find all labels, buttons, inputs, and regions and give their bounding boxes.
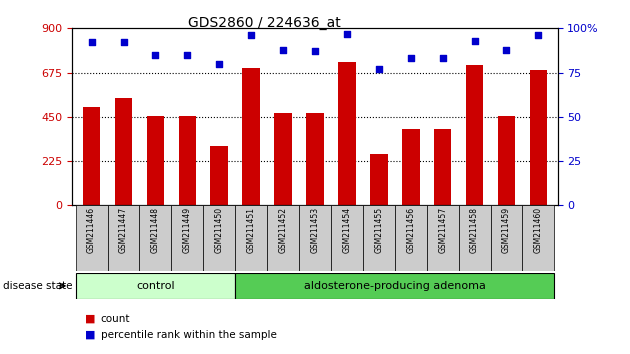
- Bar: [402, 129, 420, 205]
- Text: GSM211448: GSM211448: [151, 207, 160, 253]
- Text: GSM211451: GSM211451: [247, 207, 256, 253]
- Point: [438, 56, 448, 61]
- Bar: [299, 205, 331, 271]
- Point: [501, 47, 512, 52]
- Text: ■: ■: [85, 330, 96, 339]
- Point: [406, 56, 416, 61]
- Text: GDS2860 / 224636_at: GDS2860 / 224636_at: [188, 16, 341, 30]
- Point: [182, 52, 192, 58]
- Bar: [274, 113, 292, 205]
- Text: count: count: [101, 314, 130, 324]
- Bar: [76, 205, 108, 271]
- Bar: [338, 62, 356, 205]
- Bar: [530, 70, 547, 205]
- Bar: [178, 116, 196, 205]
- Bar: [115, 98, 132, 205]
- Text: control: control: [136, 281, 175, 291]
- Bar: [203, 205, 235, 271]
- Text: percentile rank within the sample: percentile rank within the sample: [101, 330, 277, 339]
- Bar: [108, 205, 139, 271]
- Text: aldosterone-producing adenoma: aldosterone-producing adenoma: [304, 281, 486, 291]
- Bar: [306, 113, 324, 205]
- Bar: [139, 205, 171, 271]
- Point: [86, 40, 96, 45]
- Point: [469, 38, 479, 44]
- Bar: [395, 205, 427, 271]
- Text: disease state: disease state: [3, 281, 72, 291]
- Point: [246, 33, 256, 38]
- Bar: [434, 129, 452, 205]
- Point: [342, 31, 352, 36]
- Bar: [370, 154, 387, 205]
- Bar: [466, 65, 483, 205]
- Bar: [331, 205, 363, 271]
- Bar: [243, 68, 260, 205]
- Text: GSM211459: GSM211459: [502, 207, 511, 253]
- Bar: [459, 205, 491, 271]
- Point: [118, 40, 129, 45]
- Text: GSM211454: GSM211454: [343, 207, 352, 253]
- Bar: [147, 116, 164, 205]
- Text: ■: ■: [85, 314, 96, 324]
- Bar: [171, 205, 203, 271]
- Point: [151, 52, 161, 58]
- Text: GSM211450: GSM211450: [215, 207, 224, 253]
- Point: [374, 66, 384, 72]
- Bar: [76, 273, 235, 299]
- Bar: [522, 205, 554, 271]
- Bar: [83, 107, 100, 205]
- Bar: [491, 205, 522, 271]
- Bar: [498, 116, 515, 205]
- Text: GSM211446: GSM211446: [87, 207, 96, 253]
- Point: [534, 33, 544, 38]
- Text: GSM211456: GSM211456: [406, 207, 415, 253]
- Text: GSM211449: GSM211449: [183, 207, 192, 253]
- Bar: [235, 273, 554, 299]
- Text: GSM211457: GSM211457: [438, 207, 447, 253]
- Point: [214, 61, 224, 67]
- Bar: [267, 205, 299, 271]
- Bar: [363, 205, 395, 271]
- Text: GSM211447: GSM211447: [119, 207, 128, 253]
- Text: GSM211458: GSM211458: [470, 207, 479, 253]
- Point: [278, 47, 288, 52]
- Bar: [210, 146, 228, 205]
- Bar: [427, 205, 459, 271]
- Bar: [235, 205, 267, 271]
- Text: GSM211460: GSM211460: [534, 207, 543, 253]
- Text: GSM211453: GSM211453: [311, 207, 319, 253]
- Text: GSM211455: GSM211455: [374, 207, 383, 253]
- Point: [310, 48, 320, 54]
- Text: GSM211452: GSM211452: [278, 207, 287, 253]
